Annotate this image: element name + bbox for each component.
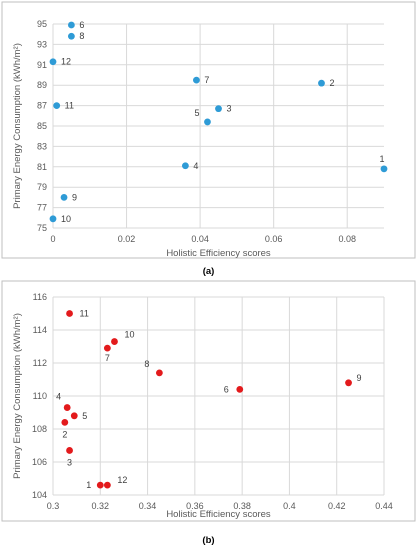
data-point [103, 344, 111, 352]
data-point [103, 481, 111, 489]
data-point [345, 379, 352, 387]
y-tick-label: 85 [37, 121, 47, 131]
data-point [61, 419, 69, 426]
data-point-label: 8 [79, 31, 84, 41]
x-axis-title: Holistic Efficiency scores [166, 248, 271, 259]
x-tick-label: 0.4 [283, 501, 296, 511]
data-point [215, 105, 222, 113]
data-point [63, 404, 71, 411]
y-tick-label: 110 [33, 391, 47, 401]
data-point-label: 10 [124, 330, 134, 340]
chart-frame [1, 280, 416, 522]
data-point-label: 7 [105, 353, 110, 363]
chart-panel-b: 104 106 108 110 112 114 116 0.3 0.32 0.34 0.36 0.38… [0, 280, 417, 550]
data-point-label: 12 [61, 57, 71, 67]
chart-panel-a: 75 77 79 81 83 85 87 89 91 93 95 0 0.02 0.04 0.06 0.08 H… [1, 1, 416, 277]
y-tick-label: 95 [37, 19, 47, 29]
data-point-label: 3 [67, 457, 72, 467]
y-axis-title: Primary Energy Consumption (kWh/m²) [12, 43, 23, 209]
data-point-label: 1 [86, 480, 91, 490]
data-point-label: 3 [227, 104, 232, 114]
data-point-label: 6 [79, 20, 84, 30]
data-point [60, 194, 68, 201]
data-point [49, 58, 57, 66]
x-tick-label: 0.02 [118, 234, 136, 244]
data-point [193, 76, 200, 84]
y-axis-title: Primary Energy Consumption (kWh/m²) [12, 313, 23, 479]
data-point [96, 481, 104, 489]
data-point-label: 9 [357, 373, 362, 383]
x-tick-label: 0.34 [139, 501, 157, 511]
x-tick-label: 0.06 [265, 234, 283, 244]
figure-caption: (b) [202, 535, 214, 546]
y-tick-label: 77 [37, 203, 47, 213]
data-point [67, 21, 75, 29]
x-tick-label: 0.08 [338, 234, 356, 244]
chart-frame [1, 1, 416, 259]
x-tick-label: 0 [50, 234, 55, 244]
data-point [66, 447, 73, 454]
x-tick-label: 0.42 [328, 501, 346, 511]
x-tick-label: 0.38 [233, 501, 251, 511]
data-point-label: 6 [224, 384, 229, 394]
data-point-label: 4 [56, 392, 61, 402]
y-tick-label: 104 [32, 490, 47, 500]
data-point [67, 32, 75, 40]
data-point [53, 102, 61, 109]
data-point-label: 9 [72, 192, 77, 202]
data-point [318, 79, 325, 87]
x-tick-label: 0.04 [191, 234, 209, 244]
y-tick-label: 83 [37, 141, 47, 151]
y-tick-label: 93 [37, 39, 47, 49]
x-tick-label: 0.3 [47, 501, 60, 511]
data-point-label: 11 [80, 309, 89, 319]
data-point-label: 2 [62, 429, 67, 439]
data-point-label: 11 [65, 101, 74, 111]
data-point-label: 10 [61, 214, 71, 224]
data-point-label: 2 [329, 78, 334, 88]
data-point [182, 162, 189, 170]
data-point-label: 12 [117, 475, 127, 485]
data-point-label: 5 [82, 411, 87, 421]
data-point [236, 386, 244, 393]
data-point-label: 5 [194, 108, 199, 118]
data-point [49, 215, 57, 223]
data-point [111, 338, 118, 345]
data-point [204, 118, 211, 126]
x-axis-title: Holistic Efficiency scores [166, 509, 271, 520]
data-point-label: 7 [204, 75, 209, 85]
y-tick-label: 87 [37, 101, 47, 111]
y-tick-label: 112 [33, 358, 47, 368]
y-tick-label: 114 [33, 325, 47, 335]
y-tick-label: 106 [32, 457, 47, 467]
y-tick-label: 81 [37, 162, 47, 172]
y-tick-label: 79 [37, 182, 47, 192]
data-point-label: 8 [144, 359, 149, 369]
y-tick-label: 108 [32, 424, 47, 434]
data-point [70, 412, 78, 420]
x-tick-label: 0.44 [375, 501, 393, 511]
data-point [66, 310, 73, 317]
figure-caption: (a) [203, 266, 215, 277]
data-point [155, 369, 163, 377]
x-tick-label: 0.32 [92, 501, 110, 511]
y-tick-label: 91 [37, 60, 47, 70]
data-point-label: 4 [193, 161, 198, 171]
data-point-label: 1 [379, 154, 384, 164]
y-tick-label: 116 [33, 292, 47, 302]
data-point [380, 165, 388, 173]
x-tick-label: 0.36 [186, 501, 204, 511]
y-tick-label: 75 [37, 223, 47, 233]
y-tick-label: 89 [37, 80, 47, 90]
